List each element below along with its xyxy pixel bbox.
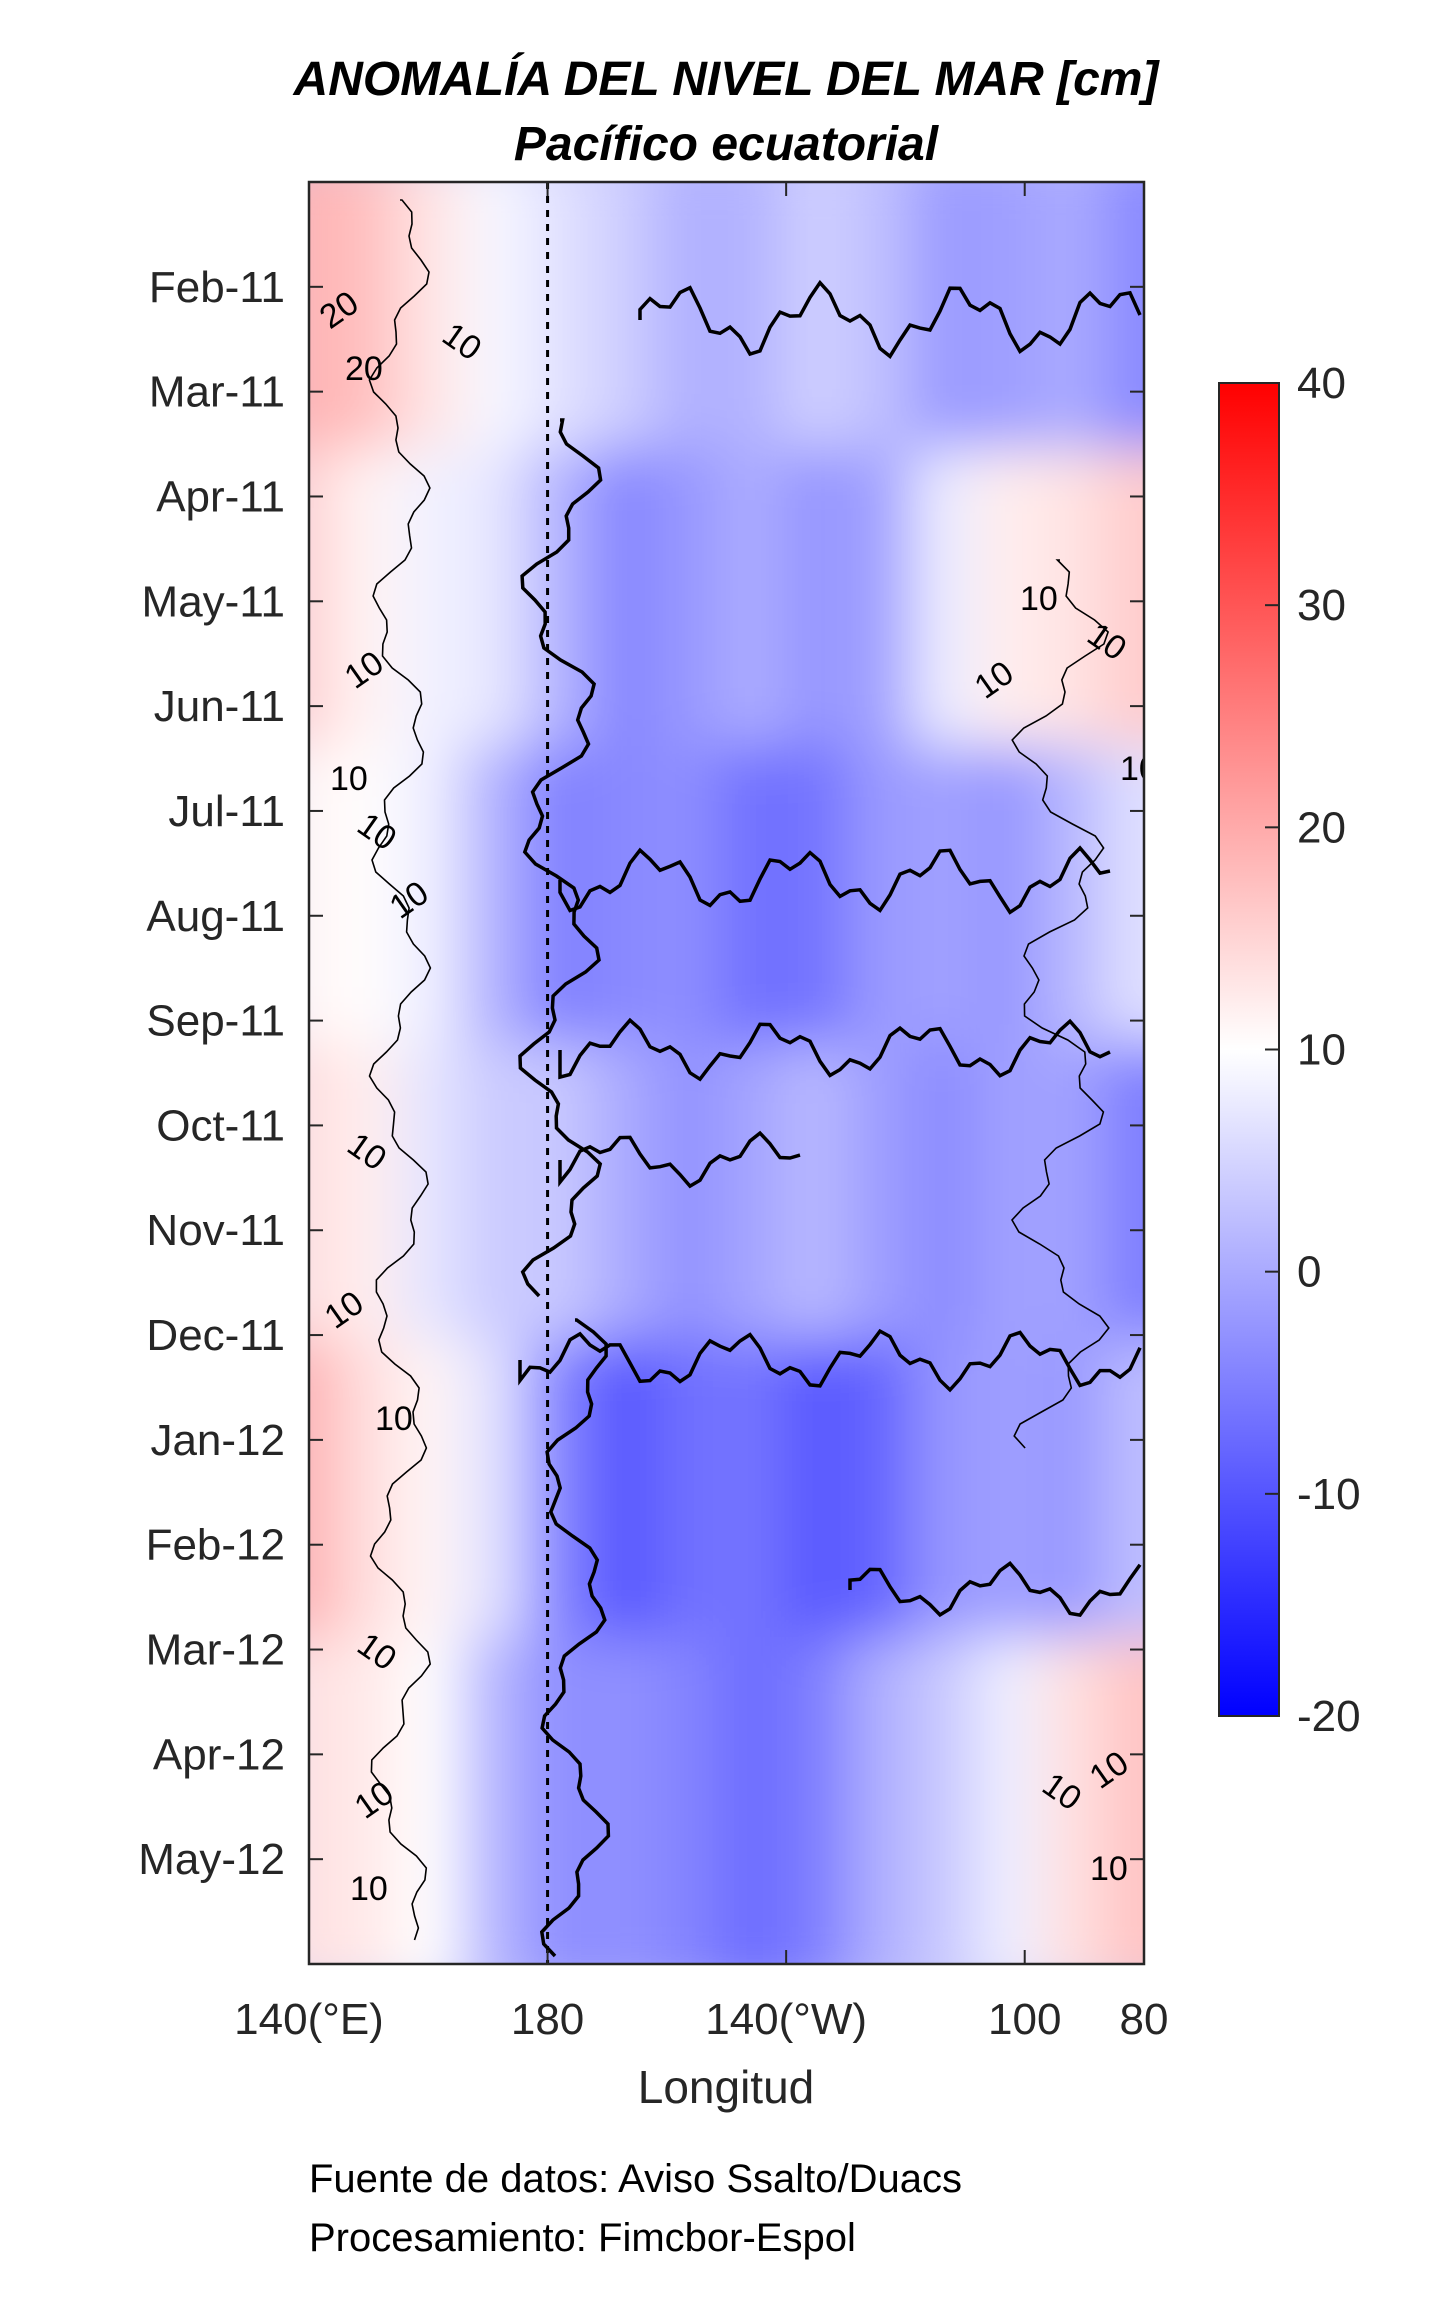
- contour-line: [1011, 559, 1110, 1449]
- heatmap-field: [309, 182, 1144, 1964]
- colorbar-tick-label: 10: [1297, 1026, 1346, 1075]
- y-tick-label: Apr-12: [153, 1730, 285, 1779]
- contour-label: 10: [1120, 750, 1158, 788]
- contour-line: [518, 1328, 1142, 1393]
- x-tick-label: 100: [988, 1995, 1061, 2044]
- colorbar: 40 30 20 10 0 -10 -20: [1218, 359, 1361, 1741]
- contour-label: 10: [375, 1400, 413, 1438]
- y-axis: Feb-11 Mar-11 Apr-11 May-11 Jun-11 Jul-11 Aug-…: [138, 263, 1144, 1884]
- y-tick-label: Mar-11: [149, 368, 285, 417]
- y-tick-label: Sep-11: [146, 997, 285, 1046]
- colorbar-tick-label: 0: [1297, 1248, 1321, 1297]
- y-tick-label: Apr-11: [156, 472, 285, 521]
- chart-title: ANOMALÍA DEL NIVEL DEL MAR [cm]: [293, 52, 1161, 106]
- contour-label: 10: [330, 760, 368, 798]
- y-tick-label: Dec-11: [146, 1311, 285, 1360]
- y-tick-label: Jul-11: [168, 787, 285, 836]
- colorbar-tick-label: 30: [1297, 581, 1346, 630]
- contour-line: [558, 1130, 801, 1189]
- processing-credit: Procesamiento: Fimcbor-Espol: [309, 2216, 856, 2260]
- colorbar-tick-label: -10: [1297, 1470, 1361, 1519]
- y-tick-label: Mar-12: [146, 1626, 285, 1675]
- contour-line: [539, 1318, 611, 1958]
- y-tick-label: Jan-12: [150, 1416, 285, 1465]
- y-tick-label: Jun-11: [154, 682, 285, 731]
- heatmap-cell: [1104, 1637, 1144, 1964]
- contour-line: [638, 279, 1142, 360]
- contour-label: 20: [345, 350, 383, 388]
- contour-label: 10: [1090, 1850, 1128, 1888]
- contour-line: [518, 418, 603, 1298]
- y-tick-label: May-11: [142, 577, 285, 626]
- plot-frame: [307, 180, 1146, 1966]
- y-tick-label: Feb-12: [146, 1521, 285, 1570]
- colorbar-tick-label: -20: [1297, 1692, 1361, 1741]
- contour-line: [848, 1561, 1142, 1618]
- colorbar-ticks: 40 30 20 10 0 -10 -20: [1265, 359, 1361, 1741]
- y-tick-label: Aug-11: [146, 892, 285, 941]
- x-tick-label: 80: [1120, 1995, 1169, 2044]
- chart-subtitle: Pacífico ecuatorial: [514, 118, 940, 171]
- contour-lines: [368, 199, 1142, 1958]
- y-tick-label: May-12: [138, 1835, 285, 1884]
- contour-line: [558, 845, 1111, 915]
- colorbar-tick-label: 40: [1297, 359, 1346, 408]
- x-tick-label: 140(°E): [234, 1995, 384, 2044]
- contour-line: [558, 1017, 1111, 1082]
- contour-label: 10: [1020, 580, 1058, 618]
- y-tick-label: Feb-11: [149, 263, 285, 312]
- x-axis-label: Longitud: [638, 2061, 815, 2113]
- contour-label: 10: [350, 1870, 388, 1908]
- y-tick-label: Oct-11: [156, 1101, 285, 1150]
- colorbar-tick-label: 20: [1297, 803, 1346, 852]
- x-tick-label: 140(°W): [705, 1995, 867, 2044]
- y-tick-label: Nov-11: [146, 1206, 285, 1255]
- source-credit: Fuente de datos: Aviso Ssalto/Duacs: [309, 2157, 962, 2201]
- contour-line: [368, 199, 432, 1941]
- x-tick-label: 180: [511, 1995, 584, 2044]
- x-axis: 140(°E) 180 140(°W) 100 80: [234, 182, 1168, 2044]
